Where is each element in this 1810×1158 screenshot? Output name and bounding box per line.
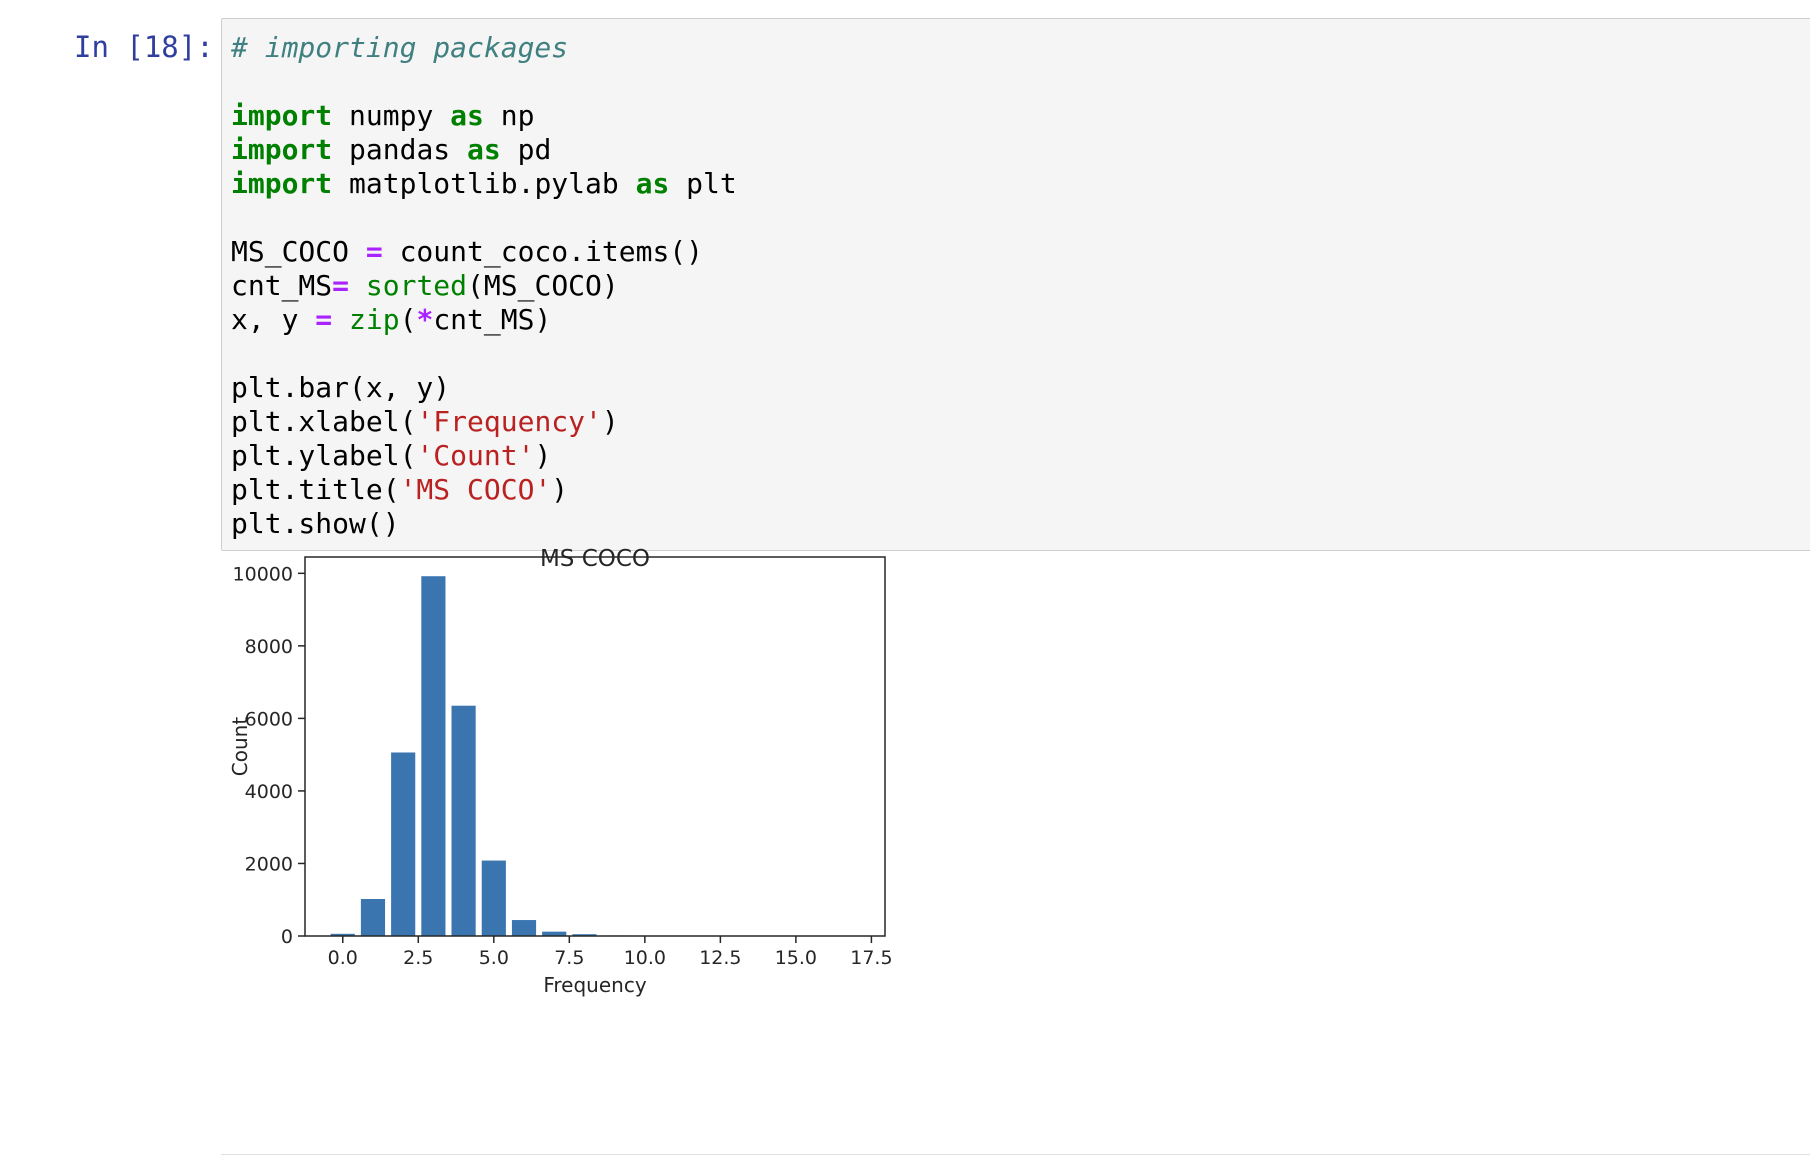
bar: [391, 752, 416, 936]
code-token: pd: [500, 133, 552, 166]
code-token: sorted: [365, 269, 468, 302]
code-token: MS_COCO: [231, 235, 366, 268]
code-token: x, y: [231, 303, 316, 336]
chart-frame: [304, 556, 886, 937]
code-line: plt.show(): [231, 507, 737, 541]
bar: [511, 920, 537, 936]
code-line: # importing packages: [231, 31, 737, 65]
x-tick-label: 10.0: [624, 947, 666, 969]
code-line: [231, 337, 737, 371]
y-tick-label: 4000: [245, 781, 293, 803]
code-line: MS_COCO = count_coco.items(): [231, 235, 737, 269]
cell-divider: [221, 1154, 1810, 1155]
bar: [481, 860, 506, 936]
code-token: as: [450, 99, 484, 132]
code-token: np: [483, 99, 535, 132]
code-token: count_coco.items(): [382, 235, 704, 268]
code-line: import pandas as pd: [231, 133, 737, 167]
code-line: import numpy as np: [231, 99, 737, 133]
code-token: plt: [669, 167, 737, 200]
x-axis-ticks: 0.0 2.5 5.0 7.5 10.0 12.5 15.0 17.5: [328, 936, 893, 969]
code-token: ): [551, 473, 569, 506]
y-tick-label: 0: [281, 926, 293, 948]
bar: [451, 705, 476, 936]
code-token: [332, 303, 349, 336]
code-token: (: [399, 303, 417, 336]
bar: [330, 933, 355, 936]
code-token: ): [534, 439, 552, 472]
code-token: plt.title(: [231, 473, 400, 506]
x-tick-label: 0.0: [328, 947, 358, 969]
code-token: numpy: [332, 99, 451, 132]
code-input-area[interactable]: # importing packages import numpy as np im…: [221, 18, 1810, 551]
chart-bars: [330, 576, 869, 936]
code-token: ): [601, 405, 619, 438]
code-line: plt.ylabel('Count'): [231, 439, 737, 473]
bar-chart: 0.0 2.5 5.0 7.5 10.0 12.5 15.0 17.5 0 2000 4000 60…: [228, 548, 893, 997]
code-token: matplotlib.pylab: [332, 167, 636, 200]
x-axis-label: Frequency: [543, 973, 646, 997]
code-token: zip: [349, 303, 400, 336]
code-token: import: [231, 167, 333, 200]
code-token: as: [467, 133, 501, 166]
code-line: import matplotlib.pylab as plt: [231, 167, 737, 201]
code-line: plt.bar(x, y): [231, 371, 737, 405]
cell-prompt: In [18]:: [74, 30, 214, 64]
y-tick-label: 8000: [245, 636, 293, 658]
code-token: 'Count': [416, 439, 535, 472]
code-line: [231, 201, 737, 235]
code-line: cnt_MS= sorted(MS_COCO): [231, 269, 737, 303]
code-line: x, y = zip(*cnt_MS): [231, 303, 737, 337]
code-token: (MS_COCO): [467, 269, 619, 302]
bar: [542, 931, 567, 936]
code-token: cnt_MS: [231, 269, 333, 302]
code-token: =: [365, 235, 383, 268]
code-token: plt.bar(x, y): [231, 371, 451, 404]
y-tick-label: 10000: [233, 563, 293, 585]
code-token: =: [332, 269, 350, 302]
bar: [360, 899, 386, 936]
code-token: *: [416, 303, 434, 336]
code-token: as: [635, 167, 670, 200]
code-token: cnt_MS): [433, 303, 552, 336]
code-line: plt.xlabel('Frequency'): [231, 405, 737, 439]
bar: [421, 576, 446, 936]
code-line: [231, 65, 737, 99]
code-line: plt.title('MS COCO'): [231, 473, 737, 507]
code-token: =: [315, 303, 333, 336]
code-token: plt.show(): [231, 507, 400, 540]
code-token: plt.ylabel(: [231, 439, 417, 472]
x-tick-label: 7.5: [554, 947, 584, 969]
cell-output: 0.0 2.5 5.0 7.5 10.0 12.5 15.0 17.5 0 2000 4000 60…: [221, 548, 1081, 1128]
x-tick-label: 12.5: [699, 947, 741, 969]
y-tick-label: 6000: [245, 708, 293, 730]
code-token: 'Frequency': [416, 405, 602, 438]
chart-title: MS COCO: [540, 548, 650, 572]
code-token: import: [231, 133, 333, 166]
x-tick-label: 2.5: [403, 947, 433, 969]
code-token: plt.xlabel(: [231, 405, 417, 438]
bar: [572, 934, 597, 936]
code-token: import: [231, 99, 333, 132]
y-axis-label: Count: [228, 717, 252, 777]
y-axis-ticks: 0 2000 4000 6000 8000 10000: [233, 563, 305, 948]
x-tick-label: 15.0: [775, 947, 817, 969]
code-token: 'MS COCO': [399, 473, 552, 506]
code-token: [349, 269, 366, 302]
y-tick-label: 2000: [245, 853, 293, 875]
code-token: # importing packages: [231, 31, 569, 64]
x-tick-label: 17.5: [850, 947, 892, 969]
x-tick-label: 5.0: [479, 947, 509, 969]
code-token: pandas: [332, 133, 468, 166]
code-editor[interactable]: # importing packages import numpy as np im…: [231, 31, 737, 541]
